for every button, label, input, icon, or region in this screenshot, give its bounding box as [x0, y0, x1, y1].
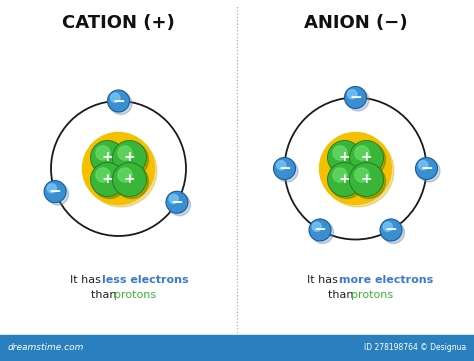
Circle shape [355, 146, 369, 160]
Text: ID 278198764 © Designua: ID 278198764 © Designua [364, 344, 466, 352]
Text: It has: It has [307, 275, 342, 285]
Text: CATION (+): CATION (+) [62, 13, 175, 31]
Text: It has: It has [70, 275, 105, 285]
Text: protons: protons [351, 290, 393, 300]
Text: dreamstime.com: dreamstime.com [8, 344, 84, 352]
Circle shape [416, 157, 438, 179]
Circle shape [82, 132, 155, 204]
Circle shape [309, 219, 331, 241]
Text: +: + [339, 151, 350, 165]
Circle shape [96, 146, 110, 160]
Circle shape [92, 165, 127, 199]
Text: −: − [112, 93, 125, 109]
Text: −: − [314, 222, 327, 238]
Circle shape [419, 161, 428, 170]
Text: +: + [361, 173, 372, 187]
Circle shape [352, 143, 385, 177]
Circle shape [95, 144, 124, 171]
Circle shape [110, 93, 120, 103]
Text: +: + [339, 173, 350, 187]
Text: −: − [49, 184, 62, 199]
Circle shape [169, 194, 178, 204]
Text: −: − [171, 195, 183, 210]
Circle shape [332, 144, 361, 171]
Text: ANION (−): ANION (−) [304, 13, 407, 31]
Text: than: than [91, 290, 120, 300]
Circle shape [333, 168, 347, 182]
Circle shape [329, 143, 364, 177]
Circle shape [110, 92, 132, 114]
Circle shape [311, 222, 334, 243]
Text: −: − [278, 161, 291, 176]
Circle shape [168, 194, 191, 216]
Circle shape [333, 146, 347, 160]
Circle shape [322, 135, 394, 207]
Text: than: than [328, 290, 357, 300]
Circle shape [329, 165, 364, 199]
Circle shape [118, 146, 132, 160]
Circle shape [44, 180, 66, 203]
Circle shape [46, 183, 69, 205]
Circle shape [347, 90, 357, 99]
Circle shape [276, 160, 298, 182]
Circle shape [355, 168, 369, 182]
Circle shape [92, 143, 127, 177]
Circle shape [108, 90, 129, 112]
Circle shape [273, 157, 295, 179]
Circle shape [383, 222, 404, 243]
Circle shape [328, 162, 362, 196]
Circle shape [91, 162, 125, 196]
Text: +: + [124, 173, 135, 187]
Text: less electrons: less electrons [102, 275, 189, 285]
Text: +: + [102, 151, 113, 165]
Circle shape [118, 168, 132, 182]
Circle shape [349, 140, 383, 174]
Circle shape [328, 140, 362, 174]
Circle shape [345, 87, 366, 109]
Text: more electrons: more electrons [339, 275, 434, 285]
Circle shape [352, 165, 385, 199]
Circle shape [115, 165, 148, 199]
Text: −: − [349, 90, 362, 105]
Circle shape [277, 161, 286, 170]
Text: protons: protons [114, 290, 156, 300]
Circle shape [380, 219, 402, 241]
Circle shape [85, 135, 157, 207]
Circle shape [47, 184, 56, 193]
Circle shape [319, 132, 392, 204]
Circle shape [347, 89, 369, 111]
Circle shape [91, 140, 125, 174]
Circle shape [166, 191, 188, 213]
Circle shape [112, 140, 146, 174]
Circle shape [312, 222, 321, 231]
Text: +: + [124, 151, 135, 165]
Text: +: + [102, 173, 113, 187]
Circle shape [383, 222, 392, 231]
Circle shape [349, 162, 383, 196]
Text: −: − [384, 222, 397, 238]
Circle shape [115, 143, 148, 177]
Text: +: + [361, 151, 372, 165]
Bar [0, 335, 474, 361]
Circle shape [112, 162, 146, 196]
Circle shape [96, 168, 110, 182]
Circle shape [418, 160, 440, 182]
Text: −: − [420, 161, 433, 176]
